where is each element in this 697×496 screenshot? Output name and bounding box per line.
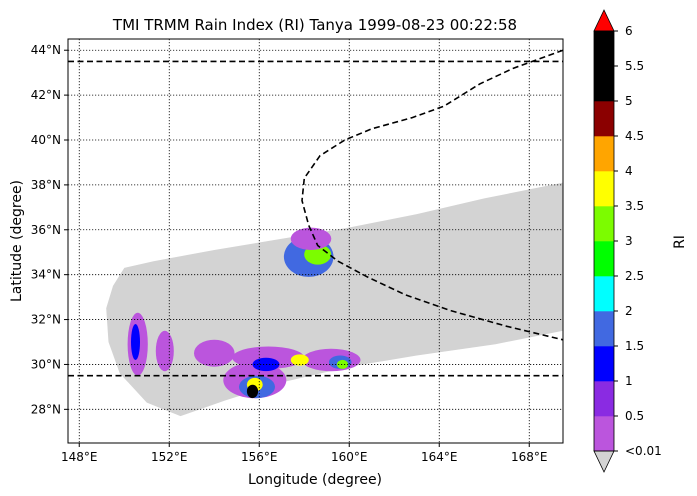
colorbar-segment	[594, 381, 614, 417]
y-tick-label: 38°N	[31, 178, 61, 192]
chart-title: TMI TRMM Rain Index (RI) Tanya 1999-08-2…	[112, 16, 517, 34]
colorbar-tick-label: >6.5	[625, 0, 654, 3]
rain-cluster	[246, 384, 259, 399]
colorbar-tick-label: 4	[625, 164, 633, 178]
colorbar-tick-label: 5	[625, 94, 633, 108]
colorbar-tick-label: 1.5	[625, 339, 644, 353]
x-tick-label: 168°E	[511, 450, 548, 464]
x-axis-ticks: 148°E 152°E 156°E 160°E 164°E 168°E	[61, 443, 548, 464]
colorbar-segment	[594, 101, 614, 137]
rain-cluster	[336, 359, 349, 369]
colorbar-segment	[594, 346, 614, 382]
colorbar-tick-label: 5.5	[625, 59, 644, 73]
colorbar-segment	[594, 171, 614, 207]
colorbar-tick-label: 3.5	[625, 199, 644, 213]
colorbar-tick-label: 3	[625, 234, 633, 248]
colorbar-segment	[594, 416, 614, 452]
colorbar-label: RI	[672, 235, 688, 249]
colorbar-under-triangle	[593, 450, 615, 473]
colorbar-tick-label: 4.5	[625, 129, 644, 143]
colorbar-segment	[594, 276, 614, 312]
rain-cluster	[194, 339, 235, 367]
colorbar-tick-label: 6	[625, 24, 633, 38]
rain-cluster	[155, 330, 174, 372]
colorbar-tick-label: 0.5	[625, 409, 644, 423]
y-tick-label: 28°N	[31, 402, 61, 416]
colorbar-segment	[594, 311, 614, 347]
colorbar-tick-label: 2.5	[625, 269, 644, 283]
rain-cluster	[290, 354, 309, 366]
rain-cluster	[131, 324, 140, 360]
colorbar-tick-label: 2	[625, 304, 633, 318]
map-plot: 148°E 152°E 156°E 160°E 164°E 168°E 28°N 30°N 3…	[31, 38, 564, 464]
y-tick-label: 36°N	[31, 223, 61, 237]
colorbar-over-triangle	[593, 9, 615, 32]
rain-cluster	[290, 227, 332, 250]
plot-frame	[67, 38, 564, 444]
x-tick-label: 156°E	[241, 450, 278, 464]
colorbar-segment	[594, 241, 614, 277]
colorbar-segment	[594, 66, 614, 102]
y-axis-ticks: 28°N 30°N 32°N 34°N 36°N 38°N 40°N 42°N 44°N	[31, 43, 68, 416]
colorbar-tick-label: <0.01	[625, 444, 662, 458]
y-tick-label: 42°N	[31, 88, 61, 102]
storm-track-line	[301, 49, 564, 341]
colorbar-segment	[594, 136, 614, 172]
y-tick-label: 44°N	[31, 43, 61, 57]
colorbar-tick-label: 1	[625, 374, 633, 388]
x-tick-label: 160°E	[331, 450, 368, 464]
colorbar-segment	[594, 206, 614, 242]
reference-lines	[68, 60, 563, 377]
storm-track	[301, 49, 564, 341]
y-axis-label: Latitude (degree)	[9, 180, 25, 302]
y-tick-label: 30°N	[31, 357, 61, 371]
y-tick-label: 34°N	[31, 268, 61, 282]
x-axis-label: Longitude (degree)	[248, 472, 382, 488]
x-tick-label: 152°E	[151, 450, 188, 464]
x-tick-label: 164°E	[421, 450, 458, 464]
x-tick-label: 148°E	[61, 450, 98, 464]
colorbar-segment	[594, 31, 614, 67]
rain-cluster	[232, 346, 305, 369]
y-tick-label: 40°N	[31, 133, 61, 147]
colorbar: <0.01 0.5 1 1.5 2 2.5 3 3.5 4 4.5 5 5.5 6 >6.5	[593, 0, 662, 473]
y-tick-label: 32°N	[31, 313, 61, 327]
